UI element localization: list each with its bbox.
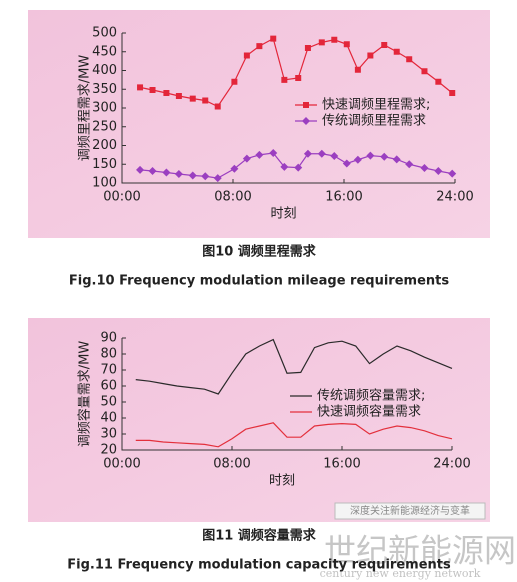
- series-line: [135, 422, 453, 448]
- y-tick-label: 250: [92, 119, 117, 134]
- marker: [435, 78, 442, 85]
- marker: [148, 167, 157, 175]
- y-tick-label: 90: [100, 331, 117, 346]
- x-tick-label: 08:00: [214, 190, 251, 205]
- chart-bg: [28, 318, 490, 522]
- marker: [281, 76, 288, 83]
- marker: [295, 75, 302, 81]
- y-tick-label: 400: [92, 63, 117, 78]
- x-tick-label: 00:00: [103, 457, 140, 472]
- marker: [231, 78, 238, 85]
- figure-title: 图10 调频里程需求: [202, 244, 317, 260]
- marker: [242, 154, 251, 163]
- y-tick-label: 60: [100, 379, 117, 394]
- marker: [294, 163, 303, 172]
- marker: [280, 162, 289, 171]
- marker: [393, 48, 400, 55]
- y-tick-label: 300: [92, 101, 117, 116]
- marker: [162, 168, 171, 177]
- figure-subtitle: Fig.11 Frequency modulation capacity req…: [67, 558, 451, 573]
- marker: [202, 97, 209, 104]
- x-tick-label: 16:00: [323, 457, 360, 472]
- watermark-box: [334, 502, 486, 520]
- legend-marker: [302, 117, 310, 125]
- marker: [230, 164, 239, 173]
- y-tick-label: 80: [100, 347, 117, 362]
- y-axis-label: 调频里程需求/MW: [78, 55, 93, 162]
- marker: [380, 152, 389, 161]
- marker: [331, 36, 338, 43]
- marker: [256, 43, 263, 50]
- x-axis-label: 时刻: [270, 207, 296, 222]
- marker: [406, 56, 413, 63]
- y-tick-label: 150: [92, 157, 117, 172]
- marker: [354, 66, 361, 73]
- marker: [269, 149, 278, 157]
- marker: [213, 174, 222, 183]
- marker: [304, 45, 311, 51]
- figure-subtitle: Fig.10 Frequency modulation mileage requ…: [69, 274, 449, 289]
- marker: [175, 93, 182, 99]
- marker: [449, 90, 456, 96]
- marker: [243, 52, 250, 59]
- legend-label: 快速调频里程需求;: [322, 98, 430, 113]
- x-tick-label: 24:00: [433, 457, 470, 472]
- y-tick-label: 20: [100, 443, 117, 458]
- y-tick-label: 100: [92, 176, 117, 191]
- marker: [392, 155, 401, 164]
- x-axis-label: 时刻: [269, 474, 295, 489]
- marker: [270, 35, 277, 42]
- marker: [366, 151, 375, 160]
- marker: [367, 52, 374, 59]
- y-tick-label: 50: [100, 395, 117, 410]
- marker: [163, 90, 170, 96]
- marker: [201, 172, 210, 181]
- y-tick-label: 40: [100, 411, 117, 426]
- marker: [174, 170, 183, 178]
- legend-label: 快速调频容量需求: [317, 404, 421, 420]
- y-tick-label: 200: [92, 138, 117, 153]
- marker: [420, 164, 429, 172]
- x-tick-label: 08:00: [213, 457, 250, 472]
- marker: [330, 152, 339, 160]
- y-tick-label: 30: [100, 427, 117, 442]
- x-tick-label: 16:00: [325, 190, 362, 205]
- figure-title: 图11 调频容量需求: [202, 528, 317, 544]
- legend-label: 传统调频容量需求;: [317, 388, 425, 404]
- marker: [448, 169, 457, 178]
- marker: [136, 165, 145, 174]
- marker: [189, 95, 196, 102]
- watermark-logo: 世纪新能源网: [324, 532, 516, 570]
- marker: [343, 41, 350, 48]
- marker: [149, 87, 156, 93]
- marker: [255, 150, 264, 159]
- marker: [421, 68, 428, 75]
- marker: [434, 167, 443, 175]
- x-tick-label: 00:00: [103, 190, 140, 205]
- watermark-slogan: 深度关注新能源经济与变革: [350, 504, 470, 517]
- marker: [317, 149, 326, 158]
- marker: [214, 103, 221, 110]
- watermark-sub: century new energy network: [320, 567, 481, 580]
- y-tick-label: 70: [100, 363, 117, 378]
- marker: [353, 155, 362, 164]
- y-tick-label: 450: [92, 44, 117, 59]
- marker: [303, 149, 312, 158]
- marker: [342, 159, 351, 168]
- marker: [318, 39, 325, 46]
- series-line: [135, 338, 453, 395]
- y-axis-label: 调频容量需求/MW: [77, 341, 93, 448]
- marker: [381, 42, 388, 48]
- y-tick-label: 500: [92, 26, 117, 41]
- legend-label: 传统调频里程需求: [322, 114, 426, 129]
- marker: [405, 160, 414, 169]
- marker: [137, 84, 144, 91]
- marker: [188, 171, 197, 180]
- legend-marker: [303, 102, 309, 108]
- y-tick-label: 350: [92, 82, 117, 97]
- x-tick-label: 24:00: [436, 190, 473, 205]
